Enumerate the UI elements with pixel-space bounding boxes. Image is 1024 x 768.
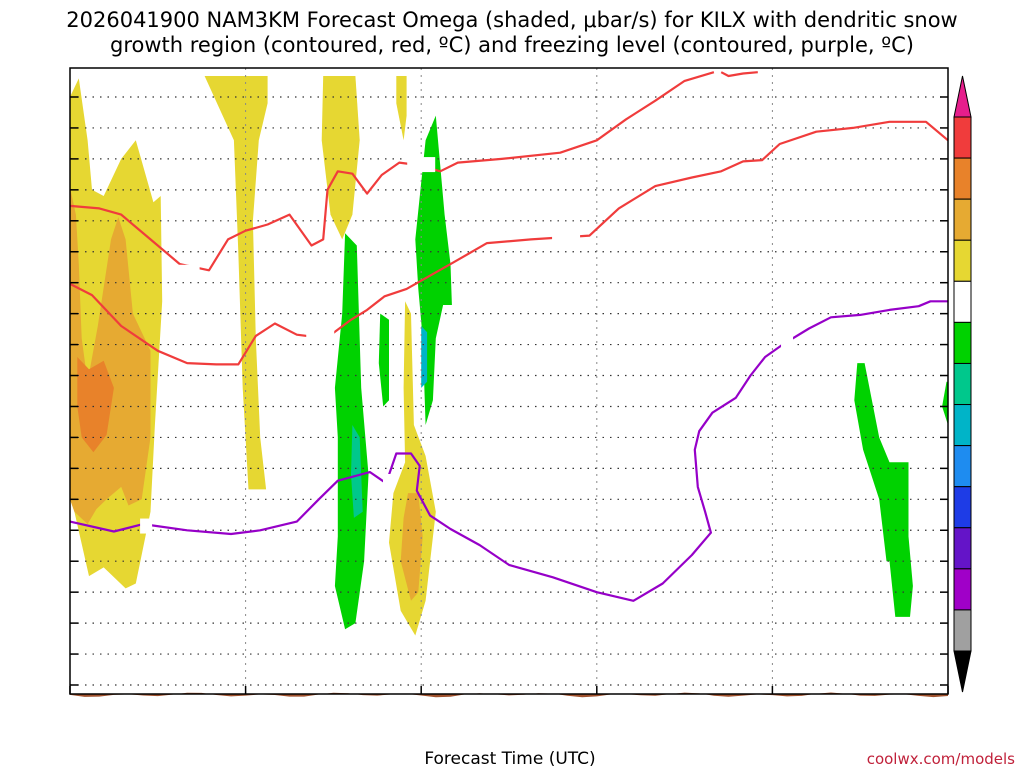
red-contour-0 xyxy=(69,71,715,272)
omega-region-4 xyxy=(321,76,360,240)
red-contour-1 xyxy=(720,71,758,78)
gridlines xyxy=(70,68,948,694)
omega-region-6 xyxy=(389,301,436,636)
contour-label-bg-1 xyxy=(407,157,436,173)
contour-label-bg-2 xyxy=(306,327,335,343)
omega-region-3 xyxy=(204,76,268,490)
omega-region-8 xyxy=(334,233,369,630)
axes xyxy=(69,67,949,695)
contour-label-bg-0 xyxy=(171,264,200,280)
colorbar-band-11 xyxy=(953,568,972,611)
omega-region-14 xyxy=(942,381,948,425)
colorbar-band-10 xyxy=(953,527,972,570)
omega-region-13 xyxy=(854,363,913,617)
plot-frame xyxy=(69,67,949,695)
colorbar-band-8 xyxy=(953,445,972,488)
omega-region-12 xyxy=(421,326,428,388)
red-contour-2 xyxy=(69,120,949,366)
omega-region-7 xyxy=(400,493,423,601)
colorbar-band-9 xyxy=(953,486,972,529)
x-axis-label: Forecast Time (UTC) xyxy=(424,749,595,768)
terrain-fill xyxy=(70,692,948,698)
colorbar-top-arrow xyxy=(953,75,972,118)
colorbar-band-12 xyxy=(953,609,972,652)
contour-labels xyxy=(140,157,794,534)
purple-contour-0 xyxy=(69,300,948,602)
colorbar-band-3 xyxy=(953,239,972,282)
colorbar-bottom-arrow xyxy=(953,650,972,693)
colorbar-band-4 xyxy=(953,280,972,323)
contour-label-bg-6 xyxy=(781,332,794,348)
colorbar-band-2 xyxy=(953,198,972,241)
colorbar xyxy=(953,75,972,693)
contour-label-bg-4 xyxy=(140,518,153,534)
colorbar-band-5 xyxy=(953,321,972,364)
omega-region-10 xyxy=(378,313,389,407)
omega-shading xyxy=(70,76,948,636)
terrain-layer xyxy=(70,692,948,698)
omega-region-5 xyxy=(396,76,407,141)
omega-region-2 xyxy=(77,357,114,453)
title-line-1: 2026041900 NAM3KM Forecast Omega (shaded… xyxy=(66,8,957,32)
title-line-2: growth region (contoured, red, ºC) and f… xyxy=(110,33,914,57)
colorbar-band-6 xyxy=(953,362,972,406)
contour-label-bg-5 xyxy=(383,473,396,489)
contour-label-bg-3 xyxy=(552,230,581,246)
colorbar-band-1 xyxy=(953,157,972,200)
colorbar-band-0 xyxy=(953,116,972,159)
credit-text: coolwx.com/models xyxy=(867,750,1015,768)
contour-lines xyxy=(69,71,949,602)
colorbar-band-7 xyxy=(953,404,972,447)
omega-region-9 xyxy=(351,425,363,518)
